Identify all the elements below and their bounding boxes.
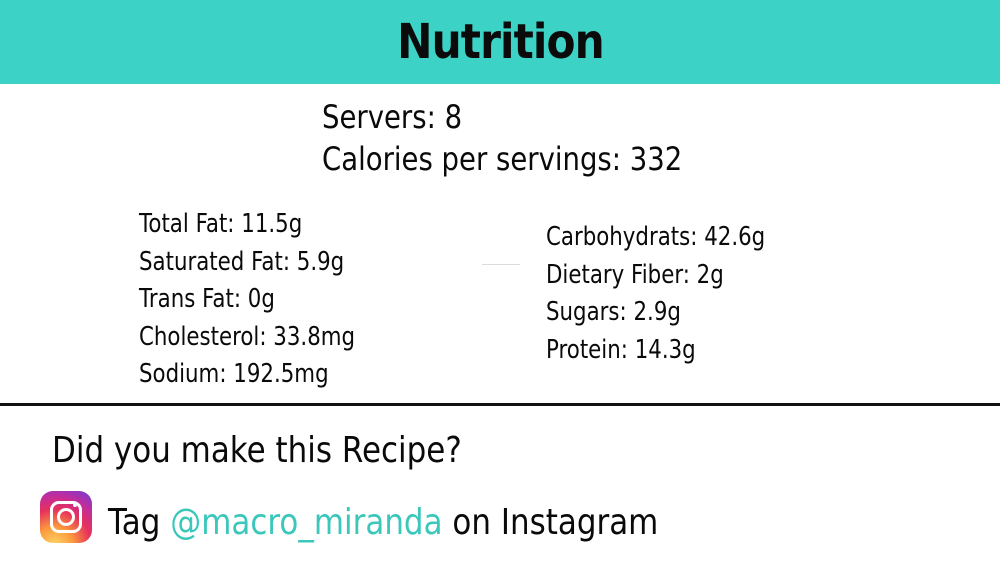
calories-text: Calories per servings: 332	[322, 140, 683, 178]
nutrient-list-left: Total Fat: 11.5g Saturated Fat: 5.9g Tra…	[139, 206, 355, 394]
nutrient-cholesterol: Cholesterol: 33.8mg	[139, 321, 356, 352]
instagram-icon	[40, 491, 92, 543]
nutrient-sugars: Sugars: 2.9g	[546, 297, 681, 327]
nutrient-total-fat: Total Fat: 11.5g	[139, 209, 303, 239]
section-divider	[0, 403, 1000, 406]
nutrient-list-right: Carbohydrats: 42.6g Dietary Fiber: 2g Su…	[546, 219, 765, 369]
header-banner: Nutrition	[0, 0, 1000, 84]
instagram-tag-line: Tag @macro_miranda on Instagram	[108, 500, 658, 546]
serving-summary: Servers: 8 Calories per servings: 332	[322, 96, 682, 180]
recipe-question: Did you make this Recipe?	[52, 430, 462, 471]
nutrient-saturated-fat: Saturated Fat: 5.9g	[139, 246, 345, 277]
nutrient-protein: Protein: 14.3g	[546, 334, 696, 365]
decorative-dash	[482, 264, 520, 265]
tag-suffix: on Instagram	[452, 502, 659, 543]
nutrient-carbohydrates: Carbohydrats: 42.6g	[546, 222, 766, 252]
servers-text: Servers: 8	[322, 98, 463, 136]
nutrient-trans-fat: Trans Fat: 0g	[139, 284, 275, 314]
page-title: Nutrition	[396, 14, 605, 70]
nutrient-dietary-fiber: Dietary Fiber: 2g	[546, 259, 724, 290]
tag-prefix: Tag	[108, 502, 161, 543]
instagram-handle-link[interactable]: @macro_miranda	[170, 502, 443, 543]
nutrient-sodium: Sodium: 192.5mg	[139, 359, 329, 389]
